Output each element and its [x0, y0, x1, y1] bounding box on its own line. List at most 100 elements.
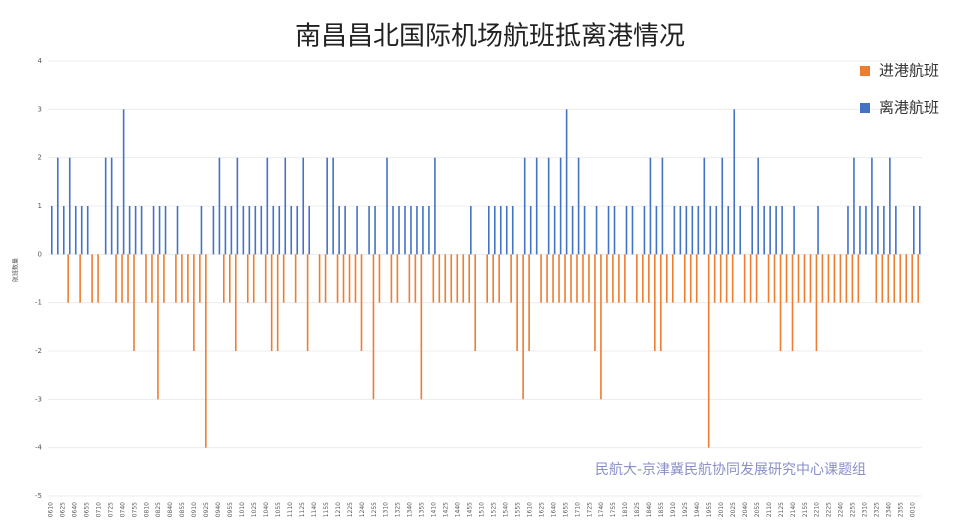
- x-tick-label: 2340: [886, 502, 893, 517]
- x-tick-label: 1510: [479, 502, 486, 517]
- y-tick-label: 1: [38, 202, 42, 210]
- bar: [432, 254, 435, 303]
- y-axis-label: 航班数量: [12, 258, 20, 282]
- bar: [719, 254, 722, 303]
- x-tick-label: 0755: [131, 502, 138, 517]
- bar: [528, 254, 530, 351]
- x-tick-label: 0940: [215, 502, 222, 517]
- bar: [505, 206, 508, 255]
- bar: [739, 206, 742, 255]
- bar: [222, 254, 225, 303]
- bar: [847, 206, 849, 255]
- bar: [175, 254, 177, 303]
- legend-swatch: [860, 66, 870, 76]
- bar: [655, 206, 658, 255]
- bar: [691, 206, 694, 255]
- bar: [438, 254, 441, 303]
- x-tick-label: 2010: [718, 502, 725, 517]
- x-tick-label: 1425: [443, 502, 450, 517]
- bar: [683, 254, 686, 303]
- x-tick-label: 1710: [574, 502, 581, 517]
- bar: [767, 254, 770, 303]
- bar: [456, 254, 459, 303]
- bar: [344, 206, 346, 255]
- bar: [392, 206, 394, 255]
- bar: [751, 206, 753, 255]
- legend-label: 离港航班: [879, 99, 939, 117]
- bar: [625, 206, 628, 255]
- x-tick-label: 1825: [634, 502, 641, 517]
- bar: [654, 254, 656, 351]
- x-tick-label: 1455: [467, 502, 474, 517]
- bar: [769, 206, 771, 255]
- bar: [709, 206, 712, 255]
- bar: [234, 254, 237, 351]
- bar: [919, 206, 921, 255]
- bar: [408, 254, 411, 303]
- bar: [468, 254, 471, 303]
- bar: [659, 254, 662, 351]
- x-tick-label: 1340: [407, 502, 414, 517]
- bar: [588, 254, 590, 303]
- y-tick-label: 3: [38, 105, 42, 113]
- bar: [697, 206, 700, 255]
- bar: [428, 206, 430, 255]
- x-tick-label: 1140: [311, 502, 318, 517]
- bar: [372, 254, 375, 400]
- bar: [613, 206, 616, 255]
- bar: [558, 254, 560, 303]
- bar: [398, 206, 400, 255]
- bar: [140, 206, 143, 255]
- x-tick-label: 1355: [419, 502, 426, 517]
- x-tick-label: 1010: [239, 502, 246, 517]
- bar: [757, 157, 759, 255]
- bar: [390, 254, 393, 303]
- bar: [618, 254, 620, 303]
- x-tick-label: 2225: [826, 502, 833, 517]
- bar: [164, 206, 167, 255]
- bar: [839, 254, 842, 303]
- bar: [151, 254, 153, 303]
- x-tick-label: 1225: [347, 502, 354, 517]
- bar: [713, 254, 716, 303]
- x-tick-label: 0610: [47, 502, 54, 517]
- bar: [294, 254, 297, 303]
- x-tick-label: 1555: [514, 502, 521, 517]
- bar: [727, 206, 730, 255]
- bar: [110, 157, 113, 255]
- bar: [252, 254, 255, 303]
- bar: [326, 157, 328, 255]
- bar: [755, 254, 758, 303]
- bar: [360, 254, 363, 351]
- bar: [270, 254, 273, 351]
- bar: [254, 206, 257, 255]
- bar: [470, 206, 472, 255]
- bar: [414, 254, 417, 303]
- bar: [266, 157, 269, 255]
- bar: [577, 157, 580, 255]
- bar: [570, 254, 572, 303]
- bar: [857, 254, 860, 303]
- bar: [492, 254, 494, 303]
- bar: [205, 254, 207, 448]
- x-tick-label: 2240: [838, 502, 845, 517]
- bar: [474, 254, 477, 351]
- bar: [306, 254, 309, 351]
- bar: [552, 254, 554, 303]
- x-tick-label: 1110: [287, 502, 294, 517]
- x-tick-label: 0710: [95, 502, 102, 517]
- x-tick-label: 1240: [359, 502, 366, 517]
- bar: [815, 254, 818, 351]
- x-tick-label: 2055: [754, 502, 761, 517]
- bar: [887, 254, 890, 303]
- bar: [703, 157, 706, 255]
- bar: [248, 206, 251, 255]
- x-tick-label: 1910: [670, 502, 677, 517]
- bar: [416, 206, 418, 255]
- bar: [79, 254, 81, 303]
- x-tick-label: 1725: [586, 502, 593, 517]
- bar: [212, 206, 215, 255]
- bar: [624, 254, 626, 303]
- legend-swatch: [860, 103, 870, 113]
- x-tick-label: 1325: [395, 502, 402, 517]
